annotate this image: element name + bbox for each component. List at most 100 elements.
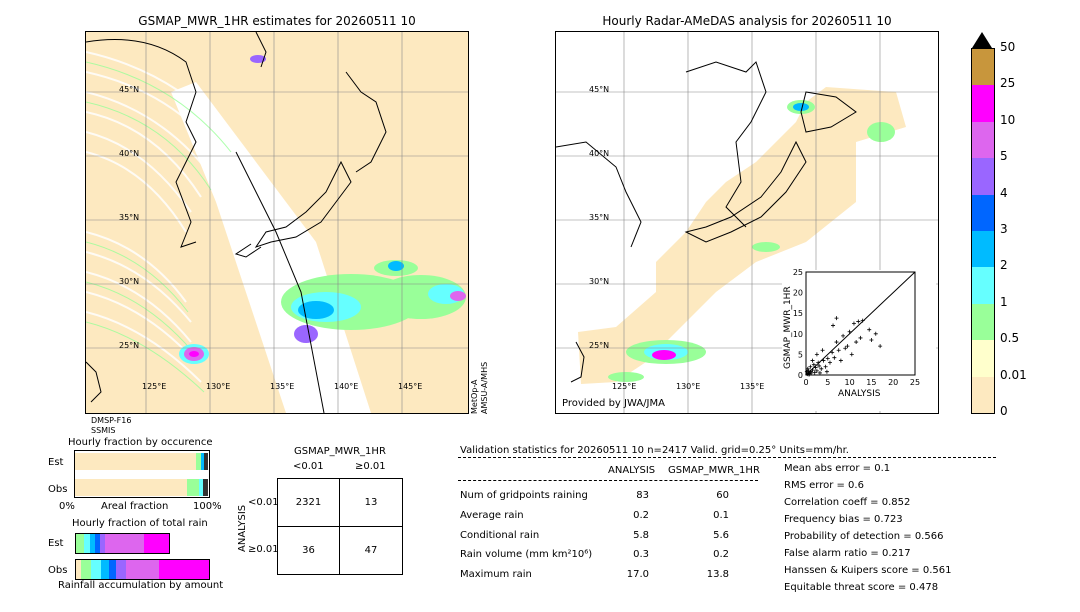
left-lon-130: 130°E xyxy=(206,382,231,391)
scatter-xtick-label: 15 xyxy=(866,378,876,387)
right-lon-130: 130°E xyxy=(676,382,701,391)
cell-hit: 47 xyxy=(364,545,378,556)
sensor-right-line1: MetOp-A xyxy=(470,379,479,414)
scatter-point xyxy=(849,352,854,357)
colorbar-segment xyxy=(972,158,994,195)
scatter-point xyxy=(834,316,839,321)
scatter-point xyxy=(810,368,815,373)
scatter-point xyxy=(808,364,813,369)
scatter-point xyxy=(831,323,836,328)
rain-label-est: Est xyxy=(48,538,64,549)
scatter-point xyxy=(860,318,865,323)
right-lat-35: 35°N xyxy=(589,213,610,222)
scatter-point xyxy=(830,350,835,355)
colorbar-segment xyxy=(972,194,994,231)
right-map: 45°N 40°N 35°N 30°N 25°N 125°E 130°E 135… xyxy=(555,31,939,414)
scatter-point xyxy=(816,360,821,365)
stat-gsmap-2: 5.6 xyxy=(713,530,729,541)
stat-label-0: Num of gridpoints raining xyxy=(460,490,588,501)
right-lat-40: 40°N xyxy=(589,149,610,158)
stat-analysis-4: 17.0 xyxy=(626,569,649,580)
right-map-title: Hourly Radar-AMeDAS analysis for 2026051… xyxy=(602,14,892,28)
stat-label-1: Average rain xyxy=(460,510,524,521)
colorbar-label: 0.01 xyxy=(1000,367,1027,382)
stat-label-4: Maximum rain xyxy=(460,569,532,580)
orbit-edge-line xyxy=(235,151,325,413)
contingency-title: GSMAP_MWR_1HR xyxy=(294,446,386,457)
cell-hit-neg: 2321 xyxy=(295,497,322,508)
scatter-point xyxy=(817,370,822,375)
colorbar-label: 0 xyxy=(1000,404,1008,418)
right-lat-25: 25°N xyxy=(589,341,610,350)
scatter-ytick-label: 10 xyxy=(793,330,803,339)
score-4: Probability of detection = 0.566 xyxy=(784,531,944,542)
scatter-point xyxy=(854,340,859,345)
validation-header: Validation statistics for 20260511 10 n=… xyxy=(460,445,849,456)
scatter-point xyxy=(810,358,815,363)
map-grid xyxy=(86,32,468,413)
rain-bar-obs xyxy=(75,559,210,580)
stat-analysis-2: 5.8 xyxy=(633,530,649,541)
scatter-point xyxy=(869,337,874,342)
score-6: Hanssen & Kuipers score = 0.561 xyxy=(784,565,952,576)
contingency-table: 2321 13 36 47 xyxy=(277,478,403,575)
left-lon-145: 145°E xyxy=(398,382,423,391)
sensor-label-left: DMSP-F16 SSMIS xyxy=(91,416,131,436)
left-lat-45: 45°N xyxy=(119,85,140,94)
contingency-row-lt: <0.01 xyxy=(248,497,279,508)
scatter-point xyxy=(867,327,872,332)
scatter-point xyxy=(858,335,863,340)
scatter-point xyxy=(811,362,816,367)
occ-axis-right: 100% xyxy=(193,501,222,512)
scatter-xtick-label: 20 xyxy=(888,378,898,387)
occ-frame xyxy=(74,450,210,498)
stat-analysis-1: 0.2 xyxy=(633,510,649,521)
rain-axis-label: Rainfall accumulation by amount xyxy=(58,580,224,591)
cell-miss: 36 xyxy=(302,545,315,556)
score-3: Frequency bias = 0.723 xyxy=(784,514,903,525)
scatter-xlabel: ANALYSIS xyxy=(838,389,881,399)
scatter-point xyxy=(821,358,826,363)
contingency-side-label: ANALYSIS xyxy=(237,504,248,552)
occ-label-est: Est xyxy=(48,457,64,468)
no-data-region-east xyxy=(261,272,326,413)
right-lat-45: 45°N xyxy=(589,85,610,94)
colorbar xyxy=(971,48,995,414)
scatter-ylabel: GSMAP_MWR_1HR xyxy=(783,286,793,369)
validation-subdivider xyxy=(458,480,758,481)
scatter-point xyxy=(819,366,824,371)
coastlines xyxy=(86,32,387,403)
contingency-row-ge: ≥0.01 xyxy=(248,544,279,555)
scatter-point xyxy=(807,372,812,377)
col-gsmap: GSMAP_MWR_1HR xyxy=(668,465,760,476)
occ-bar-est xyxy=(75,453,208,470)
colorbar-segment xyxy=(972,231,994,268)
colorbar-label: 0.5 xyxy=(1000,331,1020,346)
scatter-xtick-label: 10 xyxy=(845,378,855,387)
colorbar-label: 10 xyxy=(1000,112,1016,127)
stat-gsmap-1: 0.1 xyxy=(713,510,729,521)
left-lat-25: 25°N xyxy=(119,341,140,350)
right-lat-30: 30°N xyxy=(589,277,610,286)
scatter-plot: 00 5 5 10 10 15 15 20 20 25 25 xyxy=(793,268,920,387)
scatter-point xyxy=(836,348,841,353)
colorbar-label: 4 xyxy=(1000,185,1008,200)
scatter-point xyxy=(824,369,829,374)
colorbar-label: 2 xyxy=(1000,258,1008,273)
scatter-xtick-label: 5 xyxy=(825,378,830,387)
scatter-point xyxy=(805,372,810,377)
scatter-point xyxy=(841,333,846,338)
rain-label-obs: Obs xyxy=(48,565,68,576)
scatter-point xyxy=(820,348,825,353)
scatter-point xyxy=(804,369,809,374)
score-1: RMS error = 0.6 xyxy=(784,480,864,491)
colorbar-segment xyxy=(972,303,994,341)
left-map: 45°N 40°N 35°N 30°N 25°N 125°E 130°E 135… xyxy=(85,31,469,414)
col-analysis: ANALYSIS xyxy=(608,465,656,476)
colorbar-label: 50 xyxy=(1000,40,1016,54)
rain-patches xyxy=(179,55,466,364)
stat-label-3: Rain volume (mm km²10⁶) xyxy=(460,549,593,560)
swath-arcs-green xyxy=(86,61,232,393)
occ-bar-obs xyxy=(75,479,208,496)
sensor-right-line2: AMSU-A/MHS xyxy=(480,361,489,414)
